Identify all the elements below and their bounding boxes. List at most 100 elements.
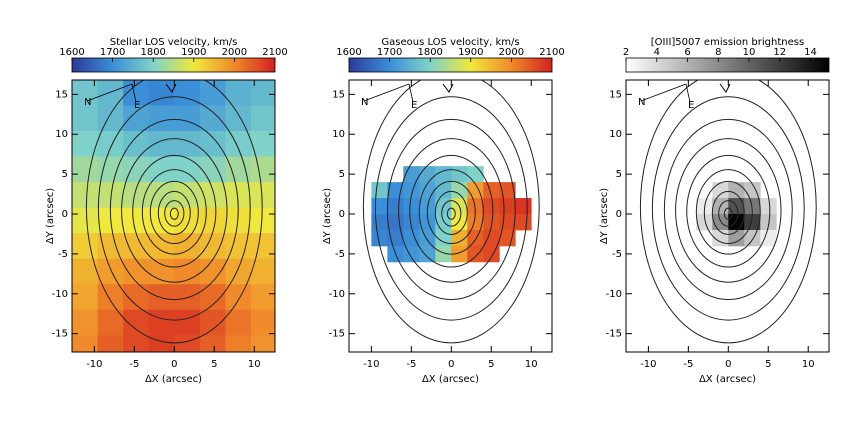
- y-tick-label: -5: [335, 249, 345, 260]
- colorbar-tick-label: 1700: [100, 47, 125, 58]
- plot-frame: [625, 79, 830, 353]
- cell: [251, 207, 275, 234]
- cell: [72, 335, 98, 352]
- cell: [251, 182, 275, 209]
- x-tick-label: -5: [406, 359, 416, 370]
- colorbar-tick-label: 2100: [262, 47, 287, 58]
- cell: [499, 214, 516, 231]
- cell: [123, 284, 150, 311]
- cell: [251, 233, 275, 260]
- cell: [123, 105, 150, 132]
- contour: [398, 138, 505, 283]
- contour: [169, 207, 179, 220]
- cell: [251, 105, 275, 132]
- x-tick-label: -10: [640, 359, 656, 370]
- cell: [419, 214, 436, 231]
- contour: [157, 190, 191, 235]
- cell: [148, 80, 175, 106]
- cell: [371, 214, 388, 231]
- colorbar: [348, 57, 553, 73]
- cell: [371, 182, 388, 199]
- cell: [174, 105, 201, 132]
- cell: [97, 284, 124, 311]
- cell: [435, 182, 452, 199]
- x-axis-label: ΔX (arcsec): [145, 374, 202, 385]
- cell: [225, 131, 252, 157]
- contour: [686, 154, 771, 268]
- cell: [72, 284, 98, 311]
- cell: [123, 309, 150, 336]
- cell: [199, 284, 226, 311]
- cell: [712, 182, 729, 199]
- cell: [148, 131, 175, 157]
- cell: [72, 182, 98, 209]
- contour: [639, 80, 817, 344]
- colorbar-tick-label: 1900: [181, 47, 206, 58]
- x-axis-label: ΔX (arcsec): [699, 374, 756, 385]
- y-tick-label: 5: [339, 169, 345, 180]
- cell: [97, 131, 124, 157]
- cell: [199, 309, 226, 336]
- cell: [174, 258, 201, 285]
- cell: [435, 166, 452, 183]
- y-tick-label: -15: [606, 329, 622, 340]
- y-tick-label: -10: [329, 289, 345, 300]
- cell: [515, 214, 532, 231]
- contour: [85, 80, 263, 344]
- cell: [174, 309, 201, 336]
- heatmap: [362, 80, 540, 344]
- cell: [403, 245, 420, 263]
- contour: [718, 200, 739, 227]
- contour: [703, 180, 753, 245]
- cell: [419, 245, 436, 263]
- cell: [251, 309, 275, 336]
- cell: [499, 182, 516, 199]
- cell: [499, 198, 516, 215]
- contour: [409, 154, 494, 268]
- cell: [760, 214, 777, 231]
- chart-title: Stellar LOS velocity, km/s: [110, 37, 238, 48]
- cell: [199, 105, 226, 132]
- cell: [72, 309, 98, 336]
- compass-arrow: [640, 83, 687, 102]
- cell: [403, 229, 420, 247]
- y-tick-label: 0: [339, 209, 345, 220]
- cell: [483, 214, 500, 231]
- plot-frame: [348, 79, 553, 353]
- cell: [467, 198, 484, 215]
- cell: [174, 131, 201, 157]
- cell: [251, 258, 275, 285]
- heatmap: [639, 80, 817, 344]
- cell: [97, 258, 124, 285]
- contour: [164, 200, 185, 227]
- cell: [744, 214, 761, 231]
- cell: [451, 214, 468, 231]
- y-tick-label: 15: [609, 89, 622, 100]
- cell: [251, 131, 275, 157]
- cell: [199, 233, 226, 260]
- x-tick-label: -10: [86, 359, 102, 370]
- contour: [418, 169, 484, 255]
- cell: [123, 258, 150, 285]
- y-axis-label: ΔY (arcsec): [322, 188, 333, 244]
- compass-tick: [719, 83, 731, 93]
- cell: [97, 335, 124, 352]
- x-tick-label: 10: [802, 359, 815, 370]
- plot-frame: [71, 79, 276, 353]
- x-tick-label: -10: [363, 359, 379, 370]
- cell: [174, 233, 201, 260]
- cell: [199, 207, 226, 234]
- cell: [483, 182, 500, 199]
- colorbar-tick-label: 1900: [458, 47, 483, 58]
- y-tick-label: 15: [332, 89, 345, 100]
- cell: [199, 335, 226, 352]
- cell: [97, 233, 124, 260]
- y-tick-label: 5: [62, 169, 68, 180]
- colorbar-tick-label: 1600: [336, 47, 361, 58]
- contour: [426, 180, 476, 245]
- y-tick-label: -15: [52, 329, 68, 340]
- cell: [483, 245, 500, 263]
- x-tick-label: 10: [248, 359, 261, 370]
- cell: [371, 198, 388, 215]
- cell: [403, 198, 420, 215]
